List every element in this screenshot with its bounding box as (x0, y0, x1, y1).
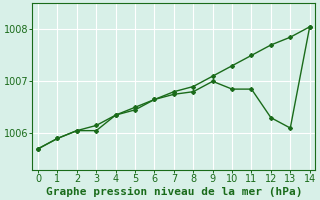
X-axis label: Graphe pression niveau de la mer (hPa): Graphe pression niveau de la mer (hPa) (46, 186, 302, 197)
